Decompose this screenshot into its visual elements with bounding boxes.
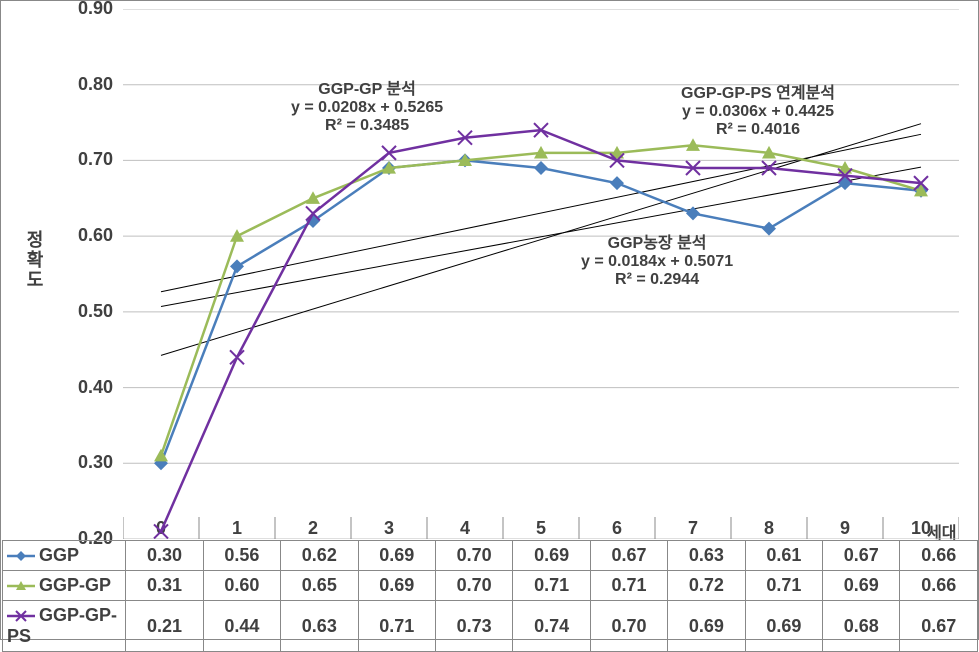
data-cell: 0.30: [126, 541, 203, 571]
y-axis-label: 정 확 도: [25, 231, 45, 290]
marker: [230, 259, 244, 273]
data-cell: 0.70: [435, 541, 512, 571]
marker: [838, 176, 852, 190]
data-cell: 0.56: [203, 541, 280, 571]
legend-marker-icon: [7, 549, 35, 563]
data-cell: 0.74: [513, 601, 590, 652]
data-cell: 0.62: [281, 541, 358, 571]
marker: [230, 229, 244, 242]
data-cell: 0.65: [281, 571, 358, 601]
annotation-block: GGP-GP 분석y = 0.0208x + 0.5265R² = 0.3485: [291, 75, 443, 135]
y-tick: 0.50: [67, 301, 113, 322]
annotation-eq: y = 0.0306x + 0.4425: [681, 103, 835, 121]
annotation-block: GGP농장 분석y = 0.0184x + 0.5071R² = 0.2944: [581, 229, 733, 289]
data-cell: 0.70: [435, 571, 512, 601]
data-cell: 0.67: [823, 541, 900, 571]
data-cell: 0.68: [823, 601, 900, 652]
data-cell: 0.69: [745, 601, 822, 652]
series-label-cell: GGP: [3, 541, 126, 571]
marker: [762, 222, 776, 236]
y-tick: 0.40: [67, 377, 113, 398]
data-cell: 0.70: [590, 601, 667, 652]
series-label-cell: GGP-GP: [3, 571, 126, 601]
marker: [610, 176, 624, 190]
data-cell: 0.71: [745, 571, 822, 601]
data-cell: 0.61: [745, 541, 822, 571]
data-cell: 0.31: [126, 571, 203, 601]
annotation-r2: R² = 0.4016: [681, 121, 835, 139]
annotation-title: GGP-GP 분석: [291, 75, 443, 99]
data-cell: 0.63: [281, 601, 358, 652]
annotation-block: GGP-GP-PS 연계분석y = 0.0306x + 0.4425R² = 0…: [681, 79, 835, 139]
data-cell: 0.66: [900, 541, 978, 571]
data-cell: 0.72: [668, 571, 745, 601]
data-cell: 0.69: [358, 571, 435, 601]
legend-marker-icon: [7, 579, 35, 593]
chart-container: 정 확 도 0.200.300.400.500.600.700.800.90 0…: [0, 0, 979, 640]
annotation-title: GGP-GP-PS 연계분석: [681, 79, 835, 103]
y-tick: 0.30: [67, 452, 113, 473]
data-cell: 0.73: [435, 601, 512, 652]
marker: [154, 524, 168, 538]
table-row: GGP-GP0.310.600.650.690.700.710.710.720.…: [3, 571, 978, 601]
data-cell: 0.71: [513, 571, 590, 601]
trendline: [161, 124, 921, 356]
marker: [534, 161, 548, 175]
series-name: GGP-GP: [39, 575, 111, 595]
annotation-r2: R² = 0.2944: [581, 271, 733, 289]
data-cell: 0.71: [590, 571, 667, 601]
table-row: GGP0.300.560.620.690.700.690.670.630.610…: [3, 541, 978, 571]
y-tick: 0.90: [67, 0, 113, 19]
legend-marker-icon: [7, 609, 35, 623]
data-cell: 0.67: [900, 601, 978, 652]
data-cell: 0.44: [203, 601, 280, 652]
marker: [230, 350, 244, 364]
data-cell: 0.71: [358, 601, 435, 652]
y-tick: 0.60: [67, 225, 113, 246]
data-cell: 0.69: [668, 601, 745, 652]
data-cell: 0.60: [203, 571, 280, 601]
series-label-cell: GGP-GP-PS: [3, 601, 126, 652]
data-cell: 0.69: [358, 541, 435, 571]
series-line-GGP-GP: [161, 145, 921, 455]
data-cell: 0.66: [900, 571, 978, 601]
series-line-GGP-GP-PS: [161, 130, 921, 531]
plot-area: GGP-GP 분석y = 0.0208x + 0.5265R² = 0.3485…: [123, 9, 959, 539]
data-cell: 0.63: [668, 541, 745, 571]
annotation-r2: R² = 0.3485: [291, 117, 443, 135]
data-table: GGP0.300.560.620.690.700.690.670.630.610…: [2, 540, 978, 652]
annotation-eq: y = 0.0184x + 0.5071: [581, 253, 733, 271]
y-tick: 0.70: [67, 149, 113, 170]
data-cell: 0.21: [126, 601, 203, 652]
series-name: GGP: [39, 545, 79, 565]
data-cell: 0.69: [823, 571, 900, 601]
data-cell: 0.67: [590, 541, 667, 571]
data-cell: 0.69: [513, 541, 590, 571]
annotation-eq: y = 0.0208x + 0.5265: [291, 99, 443, 117]
y-tick: 0.80: [67, 74, 113, 95]
table-row: GGP-GP-PS0.210.440.630.710.730.740.700.6…: [3, 601, 978, 652]
annotation-title: GGP농장 분석: [581, 229, 733, 253]
